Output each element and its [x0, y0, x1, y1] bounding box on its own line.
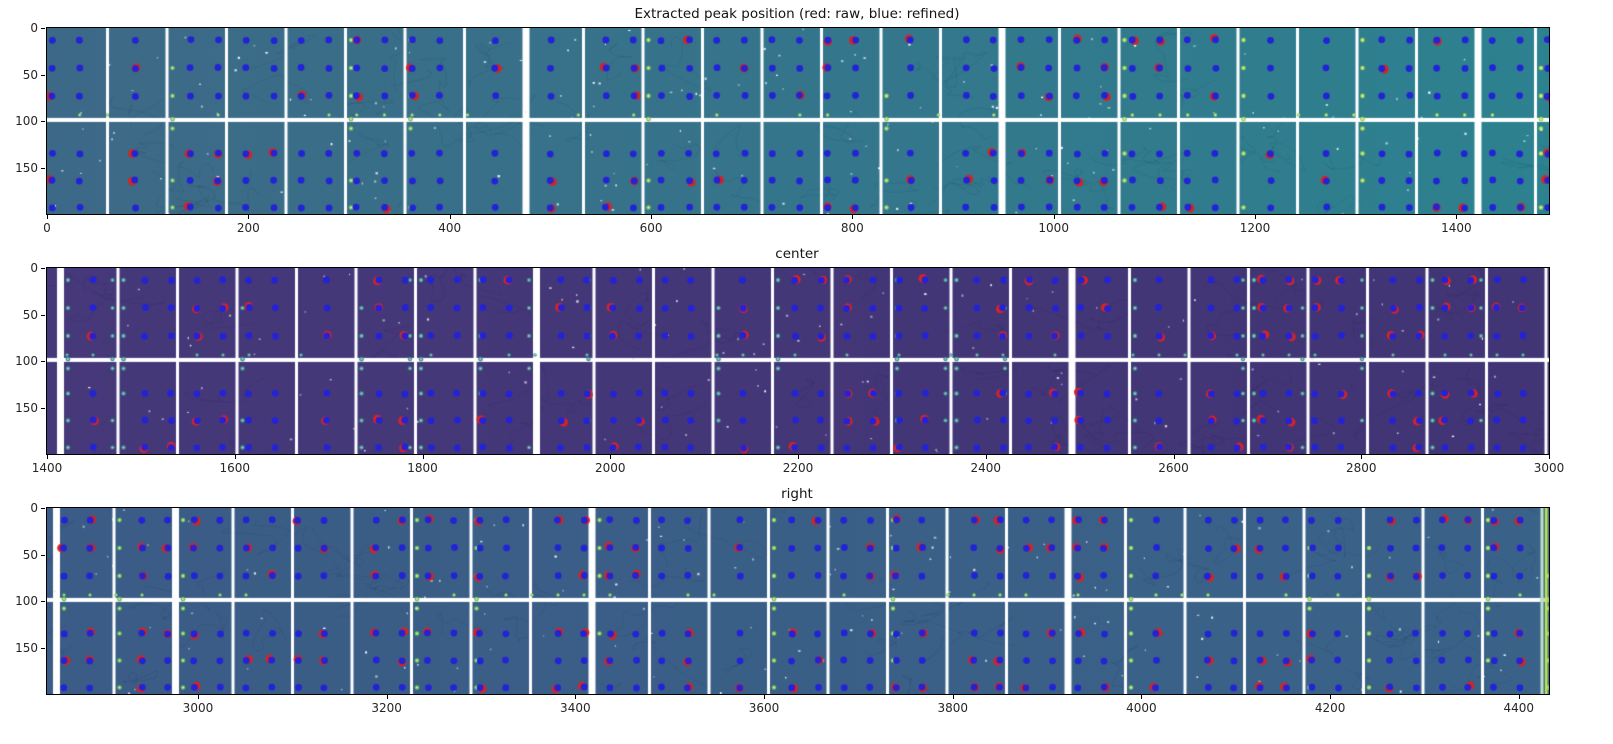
y-tick-label: 50: [22, 547, 38, 562]
y-tick-label: 100: [15, 354, 38, 368]
x-tick-label: 0: [43, 221, 51, 235]
x-tick-label: 2400: [970, 461, 1002, 475]
x-tick-label: 800: [840, 221, 864, 235]
x-tick-label: 4400: [1503, 701, 1535, 715]
x-tick-label: 3600: [748, 701, 780, 715]
x-tick-mark: [449, 215, 451, 219]
x-tick-label: 4200: [1314, 701, 1346, 715]
x-tick-mark: [1361, 455, 1363, 459]
x-tick-mark: [1053, 215, 1055, 219]
x-tick-label: 1000: [1038, 221, 1069, 235]
x-tick-label: 2800: [1345, 461, 1377, 475]
y-tick-mark: [41, 554, 45, 556]
x-tick-label: 1200: [1239, 221, 1271, 235]
x-tick-label: 4000: [1126, 701, 1157, 715]
x-tick-label: 2000: [594, 461, 626, 475]
x-tick-mark: [47, 455, 48, 459]
x-tick-label: 200: [236, 221, 260, 235]
x-tick-mark: [1456, 215, 1458, 219]
y-tick-label: 50: [22, 307, 38, 322]
panel-plot-center: [46, 267, 1550, 455]
y-tick-mark: [41, 28, 45, 29]
x-tick-mark: [764, 695, 766, 699]
y-tick-label: 50: [22, 67, 38, 82]
x-tick-label: 1400: [1441, 221, 1472, 235]
y-tick-mark: [41, 74, 45, 76]
x-tick-mark: [985, 455, 987, 459]
x-tick-label: 400: [438, 221, 462, 235]
x-tick-label: 1400: [31, 461, 63, 475]
y-tick-mark: [41, 167, 45, 169]
y-tick-mark: [41, 647, 45, 649]
y-tick-mark: [41, 407, 45, 409]
y-tick-mark: [41, 314, 45, 316]
x-tick-label: 2200: [782, 461, 814, 475]
y-tick-label: 0: [30, 261, 38, 275]
x-tick-mark: [197, 695, 199, 699]
x-tick-mark: [610, 455, 612, 459]
x-tick-mark: [798, 455, 799, 459]
x-tick-mark: [1518, 695, 1520, 699]
x-tick-mark: [1330, 695, 1332, 699]
x-tick-mark: [1255, 215, 1257, 219]
panel-title-right: right: [781, 486, 813, 502]
x-tick-label: 2600: [1158, 461, 1189, 475]
x-tick-mark: [234, 455, 236, 459]
x-tick-label: 600: [639, 221, 663, 235]
panel-image-right: [47, 508, 1549, 694]
x-tick-mark: [422, 455, 424, 459]
panel-plot-main: [46, 27, 1550, 215]
x-tick-mark: [952, 695, 954, 699]
y-tick-mark: [41, 268, 45, 269]
x-tick-label: 1600: [219, 461, 251, 475]
x-tick-label: 3400: [560, 701, 591, 715]
panel-title-main: Extracted peak position (red: raw, blue:…: [634, 6, 960, 22]
y-tick-mark: [41, 361, 45, 362]
x-tick-label: 3000: [182, 701, 214, 715]
x-tick-label: 3800: [937, 701, 968, 715]
y-tick-label: 150: [15, 400, 38, 415]
x-tick-label: 3000: [1533, 461, 1565, 475]
y-tick-label: 150: [15, 640, 38, 655]
panel-title-center: center: [775, 246, 819, 262]
x-tick-mark: [575, 695, 577, 699]
y-tick-label: 0: [30, 501, 38, 515]
x-tick-mark: [651, 215, 653, 219]
x-tick-label: 3200: [371, 701, 402, 715]
y-tick-label: 100: [15, 594, 38, 608]
y-tick-mark: [41, 601, 45, 602]
x-tick-mark: [386, 695, 388, 699]
panel-image-center: [47, 268, 1549, 454]
x-tick-mark: [1549, 455, 1550, 459]
panel-plot-right: [46, 507, 1550, 695]
x-tick-mark: [47, 215, 48, 219]
x-tick-mark: [248, 215, 250, 219]
y-tick-mark: [41, 121, 45, 122]
x-tick-mark: [1141, 695, 1143, 699]
y-tick-label: 0: [30, 21, 38, 35]
y-tick-mark: [41, 508, 45, 509]
panel-image-main: [47, 28, 1549, 214]
y-tick-label: 100: [15, 114, 38, 128]
y-tick-label: 150: [15, 160, 38, 175]
x-tick-mark: [1173, 455, 1175, 459]
x-tick-label: 1800: [407, 461, 438, 475]
x-tick-mark: [852, 215, 854, 219]
